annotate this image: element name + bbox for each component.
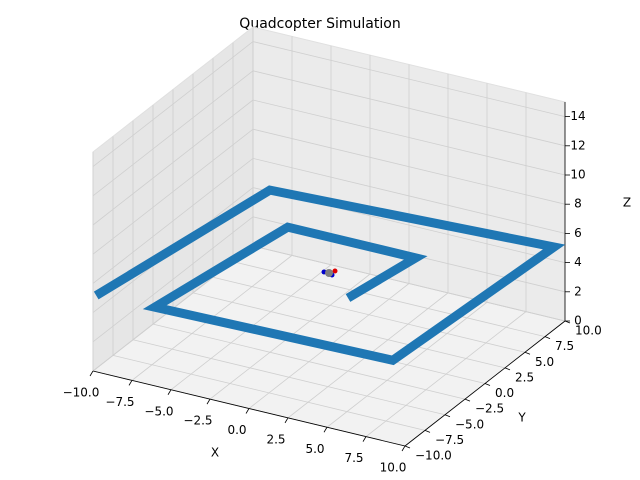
y-tick-label: −10.0 — [415, 449, 452, 463]
grid-line — [252, 41, 566, 117]
tick-mark — [89, 370, 94, 377]
x-tick-label: 2.5 — [266, 432, 285, 446]
tick-mark — [245, 408, 250, 414]
grid-line — [252, 158, 566, 234]
y-tick-label: 0.0 — [495, 386, 514, 400]
tick-mark — [404, 445, 411, 449]
z-tick-label: 4 — [574, 255, 582, 269]
z-tick-label: 6 — [574, 226, 582, 240]
grid-line — [152, 323, 466, 400]
z-tick-label: 8 — [574, 197, 582, 211]
grid-line — [252, 70, 566, 147]
tick-mark — [206, 398, 211, 405]
drone-rotor — [332, 268, 338, 274]
grid-line — [132, 339, 446, 416]
grid-line — [92, 99, 254, 226]
x-tick-label: 0.0 — [227, 423, 246, 437]
tick-mark — [444, 414, 451, 418]
y-axis-label: Y — [517, 411, 526, 425]
grid-line — [92, 41, 254, 167]
grid-line — [92, 128, 254, 255]
x-tick-label: −2.5 — [183, 414, 212, 428]
x-tick-label: −5.0 — [144, 404, 173, 418]
drone — [325, 269, 333, 277]
tick-mark — [401, 445, 406, 452]
tick-mark — [167, 389, 172, 395]
tick-mark — [424, 430, 431, 433]
tick-mark — [284, 417, 289, 424]
tick-mark — [484, 383, 491, 386]
grid-line — [92, 70, 254, 197]
grid-line — [252, 245, 566, 322]
x-tick-label: −10.0 — [63, 386, 100, 400]
grid-line — [92, 158, 254, 284]
axis-line — [92, 370, 406, 447]
z-tick-label: 10 — [570, 168, 585, 182]
z-axis-label: Z — [623, 196, 631, 210]
tick-mark — [362, 436, 367, 442]
z-tick-label: 2 — [574, 284, 582, 298]
grid-line — [252, 128, 566, 205]
grid-line — [192, 292, 506, 369]
axis-line — [404, 320, 566, 447]
x-tick-label: −7.5 — [105, 395, 134, 409]
z-tick-label: 0 — [574, 314, 582, 328]
z-tick-label: 12 — [570, 138, 585, 152]
y-tick-label: −2.5 — [475, 402, 504, 416]
y-tick-label: 5.0 — [535, 355, 554, 369]
x-axis-label: X — [211, 446, 219, 460]
tick-mark — [323, 427, 328, 433]
y-tick-label: −7.5 — [435, 433, 464, 447]
grid-line — [232, 261, 546, 338]
grid-line — [112, 354, 426, 431]
grid-line — [212, 276, 526, 353]
y-tick-label: 7.5 — [555, 339, 574, 353]
tick-mark — [544, 336, 551, 339]
x-tick-label: 5.0 — [305, 442, 324, 456]
z-tick-label: 14 — [570, 109, 585, 123]
tick-mark — [524, 351, 531, 355]
tick-mark — [504, 367, 511, 371]
chart-title: Quadcopter Simulation — [239, 16, 400, 32]
x-tick-label: 7.5 — [344, 451, 363, 465]
tick-mark — [464, 398, 471, 402]
x-tick-label: 10.0 — [380, 461, 407, 475]
tick-mark — [128, 380, 133, 386]
y-tick-label: 2.5 — [515, 370, 534, 384]
grid-line — [92, 216, 254, 343]
grid-line — [252, 99, 566, 176]
flight-path — [93, 185, 566, 366]
y-tick-label: −5.0 — [455, 417, 484, 431]
y-tick-label: 10.0 — [575, 324, 602, 338]
